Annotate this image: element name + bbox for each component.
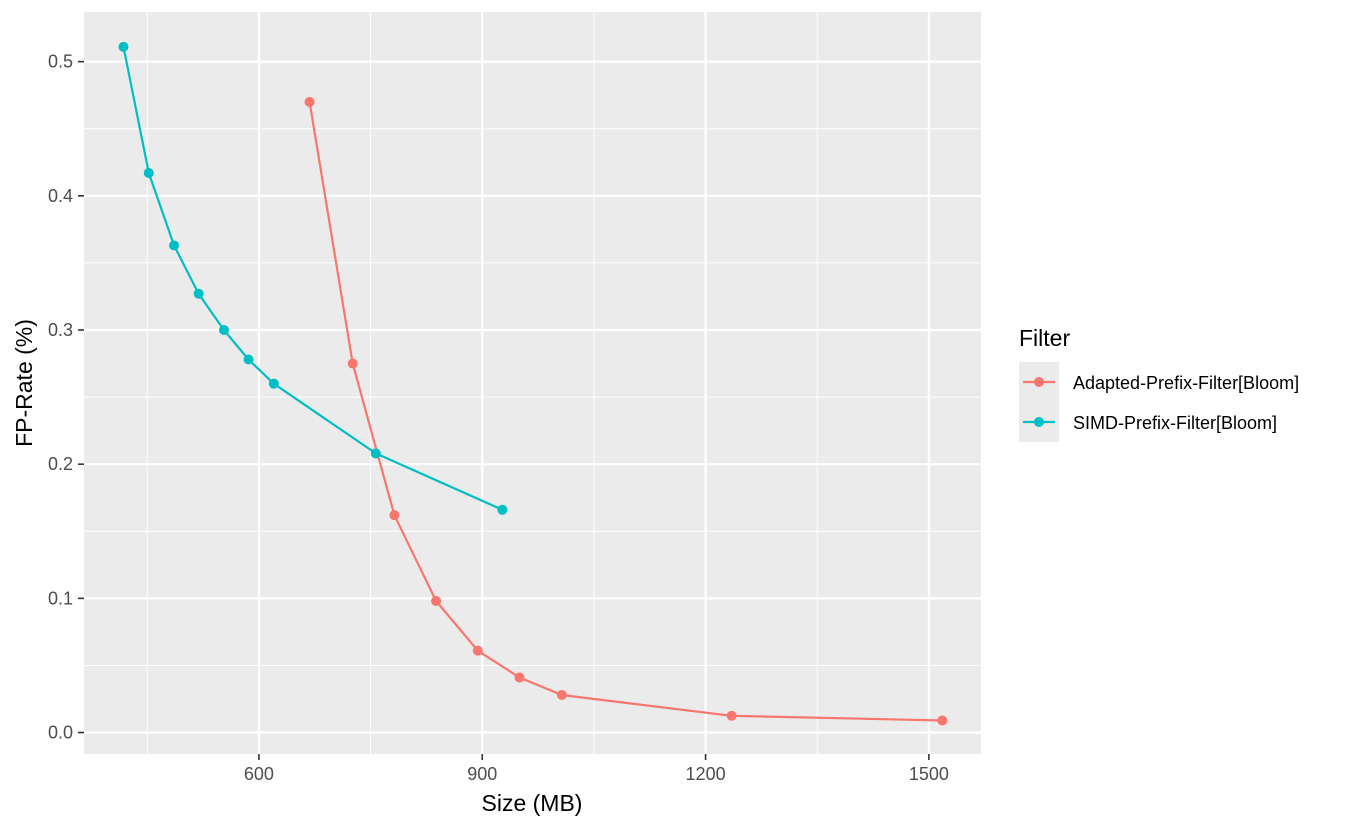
x-tick-label: 1500 (909, 764, 949, 784)
y-tick-label: 0.1 (48, 588, 73, 608)
data-point (472, 645, 483, 656)
x-axis-title: Size (MB) (482, 790, 583, 816)
data-point (169, 240, 180, 251)
legend: Filter Adapted-Prefix-Filter[Bloom] SIMD-… (1019, 325, 1299, 442)
grid-major (84, 12, 981, 754)
legend-key-point (1034, 417, 1044, 427)
data-point (370, 448, 381, 459)
data-point (268, 378, 279, 389)
x-tick-label: 1200 (686, 764, 726, 784)
data-point (304, 96, 315, 107)
data-point (389, 510, 400, 521)
grid-minor (84, 12, 981, 754)
data-point (431, 596, 442, 607)
data-point (556, 689, 567, 700)
legend-key-point (1034, 377, 1044, 387)
data-point (243, 354, 254, 365)
legend-title: Filter (1019, 325, 1070, 351)
data-point (497, 504, 508, 515)
data-point (118, 41, 129, 52)
data-point (347, 358, 358, 369)
y-tick-label: 0.0 (48, 723, 73, 743)
x-tick-label: 600 (244, 764, 274, 784)
panel-background (84, 12, 981, 754)
series-layer (118, 41, 948, 726)
y-axis-title: FP-Rate (%) (11, 319, 37, 447)
y-tick-label: 0.2 (48, 454, 73, 474)
data-point (218, 325, 229, 335)
x-tick-label: 900 (467, 764, 497, 784)
legend-items: Adapted-Prefix-Filter[Bloom] SIMD-Prefix-… (1019, 362, 1299, 442)
tick-labels: 600 900 1200 1500 0.0 0.1 0.2 0.3 0.4 0.5 (48, 52, 949, 784)
axis-ticks (78, 60, 930, 760)
data-point (193, 288, 204, 299)
legend-label: SIMD-Prefix-Filter[Bloom] (1073, 413, 1277, 433)
y-tick-label: 0.5 (48, 52, 73, 72)
data-point (726, 710, 737, 721)
data-point (143, 168, 154, 179)
data-point (937, 715, 948, 726)
legend-label: Adapted-Prefix-Filter[Bloom] (1073, 373, 1299, 393)
y-tick-label: 0.4 (48, 186, 73, 206)
y-tick-label: 0.3 (48, 320, 73, 340)
data-point (514, 672, 525, 683)
